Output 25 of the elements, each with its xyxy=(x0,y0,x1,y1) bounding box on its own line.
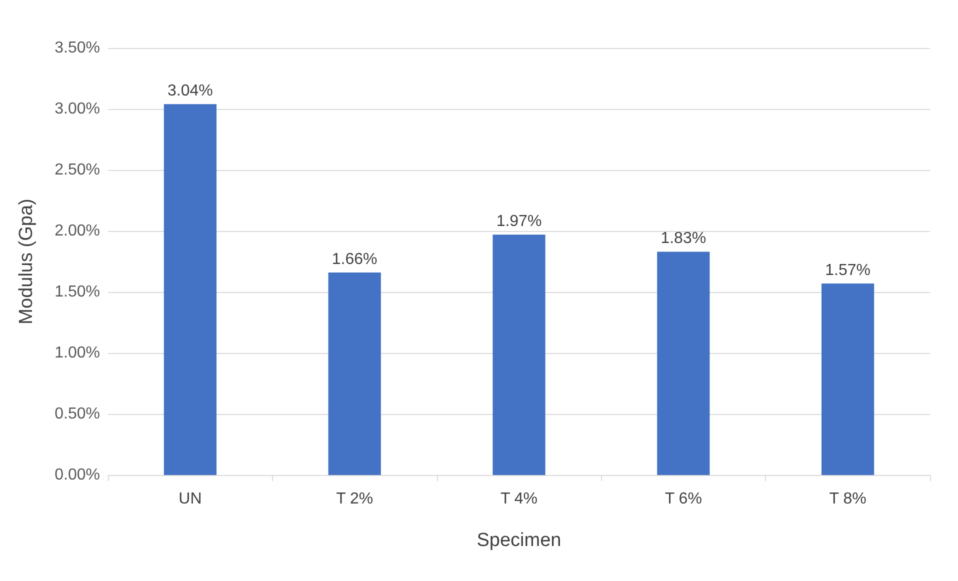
y-tick-label: 3.50% xyxy=(54,40,100,56)
y-tick-label: 2.50% xyxy=(54,162,100,178)
data-label: 1.57% xyxy=(825,262,870,279)
data-label: 1.97% xyxy=(496,213,542,230)
y-tick-label: 2.00% xyxy=(54,222,100,240)
data-label: 3.04% xyxy=(168,82,213,100)
y-tick-label: 0.50% xyxy=(54,406,100,422)
x-tick-label: T 4% xyxy=(500,490,538,508)
data-label: 1.66% xyxy=(332,250,378,268)
bar xyxy=(492,234,546,475)
bar xyxy=(328,272,381,475)
y-tick-label: 3.00% xyxy=(54,100,100,118)
y-tick-label: 0.00% xyxy=(54,466,100,484)
y-tick-label: 1.50% xyxy=(54,284,100,300)
x-tick-label: T 6% xyxy=(664,490,702,508)
y-tick-label: 1.00% xyxy=(54,344,100,362)
x-tick-label: T 2% xyxy=(336,490,374,508)
y-axis-title: Modulus (Gpa) xyxy=(16,198,37,324)
bar xyxy=(657,252,710,475)
x-tick-label: T 8% xyxy=(829,490,866,508)
bar xyxy=(164,104,217,475)
x-axis-title: Specimen xyxy=(476,530,562,551)
bar xyxy=(821,283,874,475)
data-label: 1.83% xyxy=(660,230,706,248)
x-tick-label: UN xyxy=(178,490,202,508)
